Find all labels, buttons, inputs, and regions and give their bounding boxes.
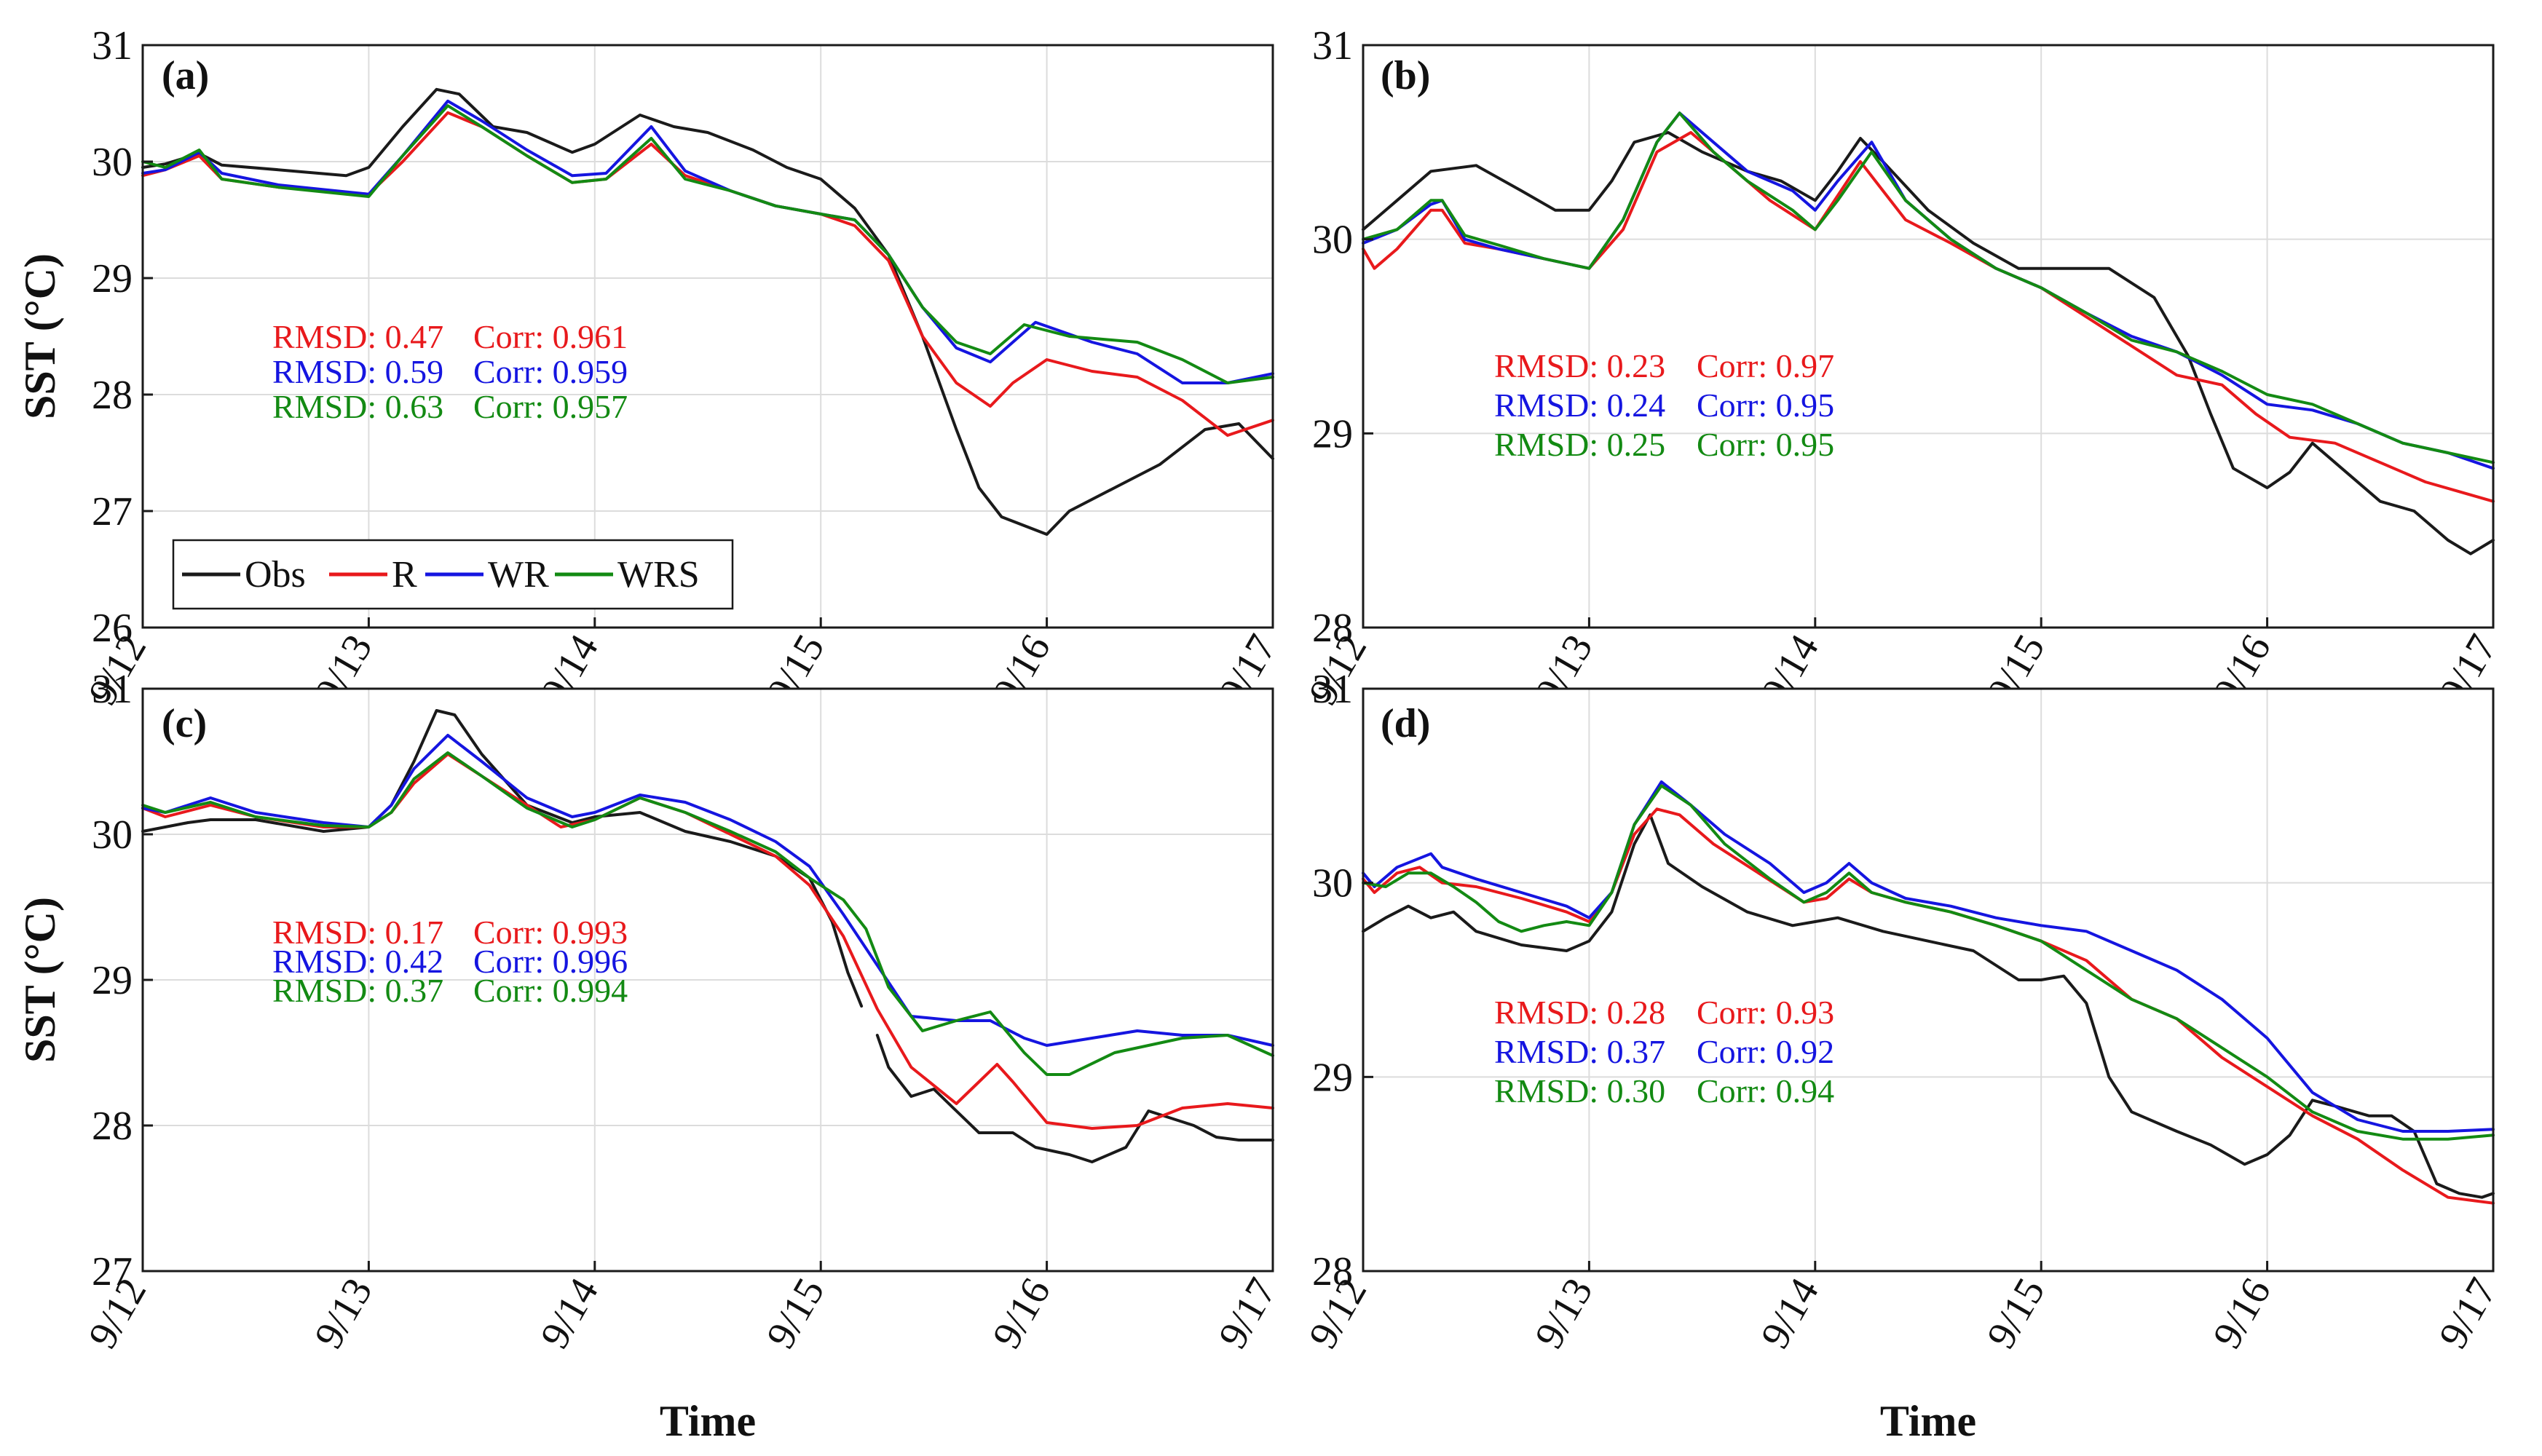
series-r-b bbox=[1362, 131, 2495, 503]
y-tick-label-b-0: 28 bbox=[1312, 606, 1353, 651]
rmsd-r-c: RMSD: 0.17 bbox=[272, 914, 443, 951]
corr-wrs-a: Corr: 0.957 bbox=[473, 388, 628, 425]
y-tick-label-c-0: 27 bbox=[92, 1249, 133, 1294]
series-wr-d bbox=[1362, 780, 2495, 1133]
rmsd-wrs-c: RMSD: 0.37 bbox=[272, 972, 443, 1009]
panel-label-a: (a) bbox=[162, 53, 209, 98]
x-axis-label-c: Time bbox=[660, 1397, 756, 1445]
rmsd-wrs-a: RMSD: 0.63 bbox=[272, 388, 443, 425]
series-obs-c-seg1 bbox=[875, 1034, 1274, 1163]
rmsd-wr-c: RMSD: 0.42 bbox=[272, 943, 443, 980]
y-tick-label-d-1: 29 bbox=[1312, 1055, 1353, 1100]
legend-label-r: R bbox=[392, 554, 417, 596]
rmsd-r-a: RMSD: 0.47 bbox=[272, 318, 443, 355]
rmsd-r-b: RMSD: 0.23 bbox=[1494, 347, 1665, 384]
series-obs-b bbox=[1362, 131, 2495, 555]
y-tick-label-c-2: 29 bbox=[92, 958, 133, 1003]
y-tick-label-a-0: 26 bbox=[92, 606, 133, 651]
rmsd-wr-b: RMSD: 0.24 bbox=[1494, 387, 1665, 424]
y-tick-label-c-4: 31 bbox=[92, 667, 133, 712]
stats-b: RMSD: 0.23 Corr: 0.97 RMSD: 0.24 Corr: 0… bbox=[1494, 347, 1834, 463]
corr-r-b: Corr: 0.97 bbox=[1697, 347, 1834, 384]
x-tick-label-d-1: 9/13 bbox=[1526, 1271, 1601, 1356]
corr-wrs-d: Corr: 0.94 bbox=[1697, 1072, 1834, 1109]
y-tick-label-a-1: 27 bbox=[92, 489, 133, 534]
series-wrs-c bbox=[141, 751, 1274, 1076]
x-tick-label-c-1: 9/13 bbox=[306, 1271, 381, 1356]
corr-wrs-b: Corr: 0.95 bbox=[1697, 426, 1834, 463]
y-tick-label-b-3: 31 bbox=[1312, 23, 1353, 68]
corr-r-a: Corr: 0.961 bbox=[473, 318, 628, 355]
y-tick-label-a-4: 30 bbox=[92, 140, 133, 185]
y-tick-label-d-3: 31 bbox=[1312, 667, 1353, 712]
legend-label-obs: Obs bbox=[245, 554, 306, 596]
corr-r-d: Corr: 0.93 bbox=[1697, 994, 1834, 1031]
panel-label-d: (d) bbox=[1381, 701, 1430, 746]
panel-label-c: (c) bbox=[162, 701, 207, 746]
y-tick-label-c-3: 30 bbox=[92, 812, 133, 858]
series-wr-b bbox=[1362, 111, 2495, 470]
series-r-d bbox=[1362, 807, 2495, 1205]
stats-c: RMSD: 0.17 Corr: 0.993 RMSD: 0.42 Corr: … bbox=[272, 914, 628, 1009]
x-tick-label-c-4: 9/16 bbox=[984, 1271, 1059, 1356]
corr-wr-b: Corr: 0.95 bbox=[1697, 387, 1834, 424]
x-tick-label-d-3: 9/15 bbox=[1978, 1271, 2053, 1356]
x-tick-label-d-5: 9/17 bbox=[2431, 1271, 2506, 1356]
y-axis-label-c: SST (°C) bbox=[16, 897, 64, 1063]
y-axis-label-a: SST (°C) bbox=[16, 253, 64, 419]
y-tick-label-b-2: 30 bbox=[1312, 218, 1353, 263]
x-tick-label-c-3: 9/15 bbox=[758, 1271, 833, 1356]
panel-label-b: (b) bbox=[1381, 53, 1430, 98]
legend-label-wrs: WRS bbox=[617, 554, 700, 596]
x-axis-label-d: Time bbox=[1880, 1397, 1976, 1445]
series-wrs-b bbox=[1362, 111, 2495, 464]
x-tick-label-d-4: 9/16 bbox=[2204, 1271, 2279, 1356]
rmsd-wrs-b: RMSD: 0.25 bbox=[1494, 426, 1665, 463]
stats-a: RMSD: 0.47 Corr: 0.961 RMSD: 0.59 Corr: … bbox=[272, 318, 628, 425]
rmsd-r-d: RMSD: 0.28 bbox=[1494, 994, 1665, 1031]
rmsd-wrs-d: RMSD: 0.30 bbox=[1494, 1072, 1665, 1109]
y-tick-label-a-2: 28 bbox=[92, 373, 133, 418]
rmsd-wr-a: RMSD: 0.59 bbox=[272, 353, 443, 390]
y-tick-label-b-1: 29 bbox=[1312, 411, 1353, 456]
legend: Obs R WR WRS bbox=[172, 539, 734, 610]
series-obs-d bbox=[1362, 813, 2495, 1199]
x-tick-label-c-2: 9/14 bbox=[532, 1271, 607, 1356]
legend-label-wr: WR bbox=[488, 554, 549, 596]
x-tick-label-d-2: 9/14 bbox=[1753, 1271, 1828, 1356]
series-wrs-a bbox=[141, 104, 1274, 384]
stats-d: RMSD: 0.28 Corr: 0.93 RMSD: 0.37 Corr: 0… bbox=[1494, 994, 1834, 1109]
y-tick-label-a-3: 29 bbox=[92, 256, 133, 301]
corr-wr-c: Corr: 0.996 bbox=[473, 943, 628, 980]
x-tick-label-c-5: 9/17 bbox=[1210, 1271, 1285, 1356]
rmsd-wr-d: RMSD: 0.37 bbox=[1494, 1033, 1665, 1070]
y-tick-label-c-1: 28 bbox=[92, 1104, 133, 1149]
y-tick-label-d-0: 28 bbox=[1312, 1249, 1353, 1294]
series-obs-a bbox=[141, 87, 1274, 536]
corr-r-c: Corr: 0.993 bbox=[473, 914, 628, 951]
corr-wrs-c: Corr: 0.994 bbox=[473, 972, 628, 1009]
y-tick-label-d-2: 30 bbox=[1312, 861, 1353, 906]
series-wrs-d bbox=[1362, 784, 2495, 1141]
corr-wr-a: Corr: 0.959 bbox=[473, 353, 628, 390]
corr-wr-d: Corr: 0.92 bbox=[1697, 1033, 1834, 1070]
y-tick-label-a-5: 31 bbox=[92, 23, 133, 68]
